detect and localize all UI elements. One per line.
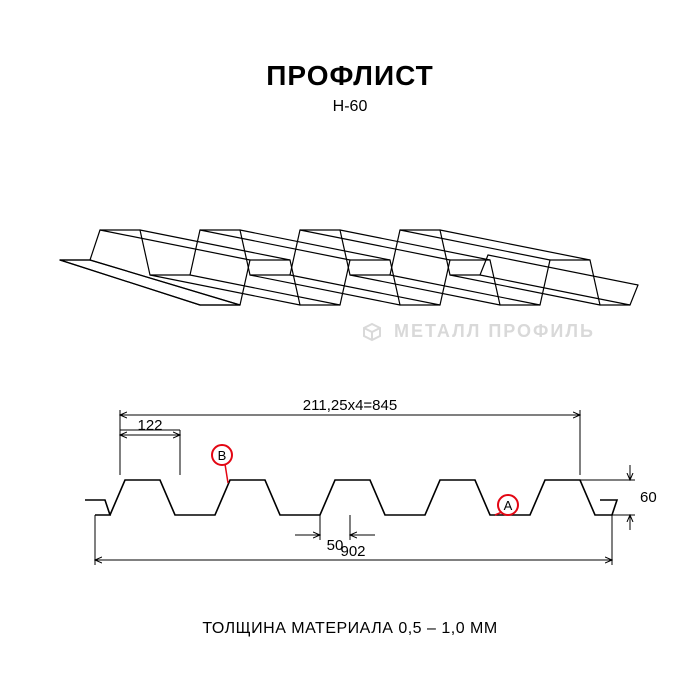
marker-a: A bbox=[495, 495, 518, 515]
marker-b: B bbox=[212, 445, 232, 483]
subtitle: Н-60 bbox=[0, 98, 700, 116]
isometric-drawing bbox=[0, 155, 700, 355]
dim-full-width: 902 bbox=[340, 543, 365, 560]
page-title: ПРОФЛИСТ bbox=[0, 60, 700, 92]
dim-height: 60 bbox=[640, 489, 657, 506]
watermark-text: МЕТАЛЛ ПРОФИЛЬ bbox=[394, 321, 595, 342]
watermark: МЕТАЛЛ ПРОФИЛЬ bbox=[360, 320, 595, 342]
footer-text: ТОЛЩИНА МАТЕРИАЛА 0,5 – 1,0 ММ bbox=[0, 620, 700, 638]
marker-a-label: A bbox=[504, 498, 513, 513]
marker-b-label: B bbox=[218, 448, 227, 463]
dim-top-width: 211,25х4=845 bbox=[303, 397, 397, 414]
dim-pitch: 122 bbox=[137, 417, 162, 434]
watermark-icon bbox=[360, 320, 386, 342]
section-drawing: 211,25х4=845 122 50 902 60 B A bbox=[0, 390, 700, 600]
